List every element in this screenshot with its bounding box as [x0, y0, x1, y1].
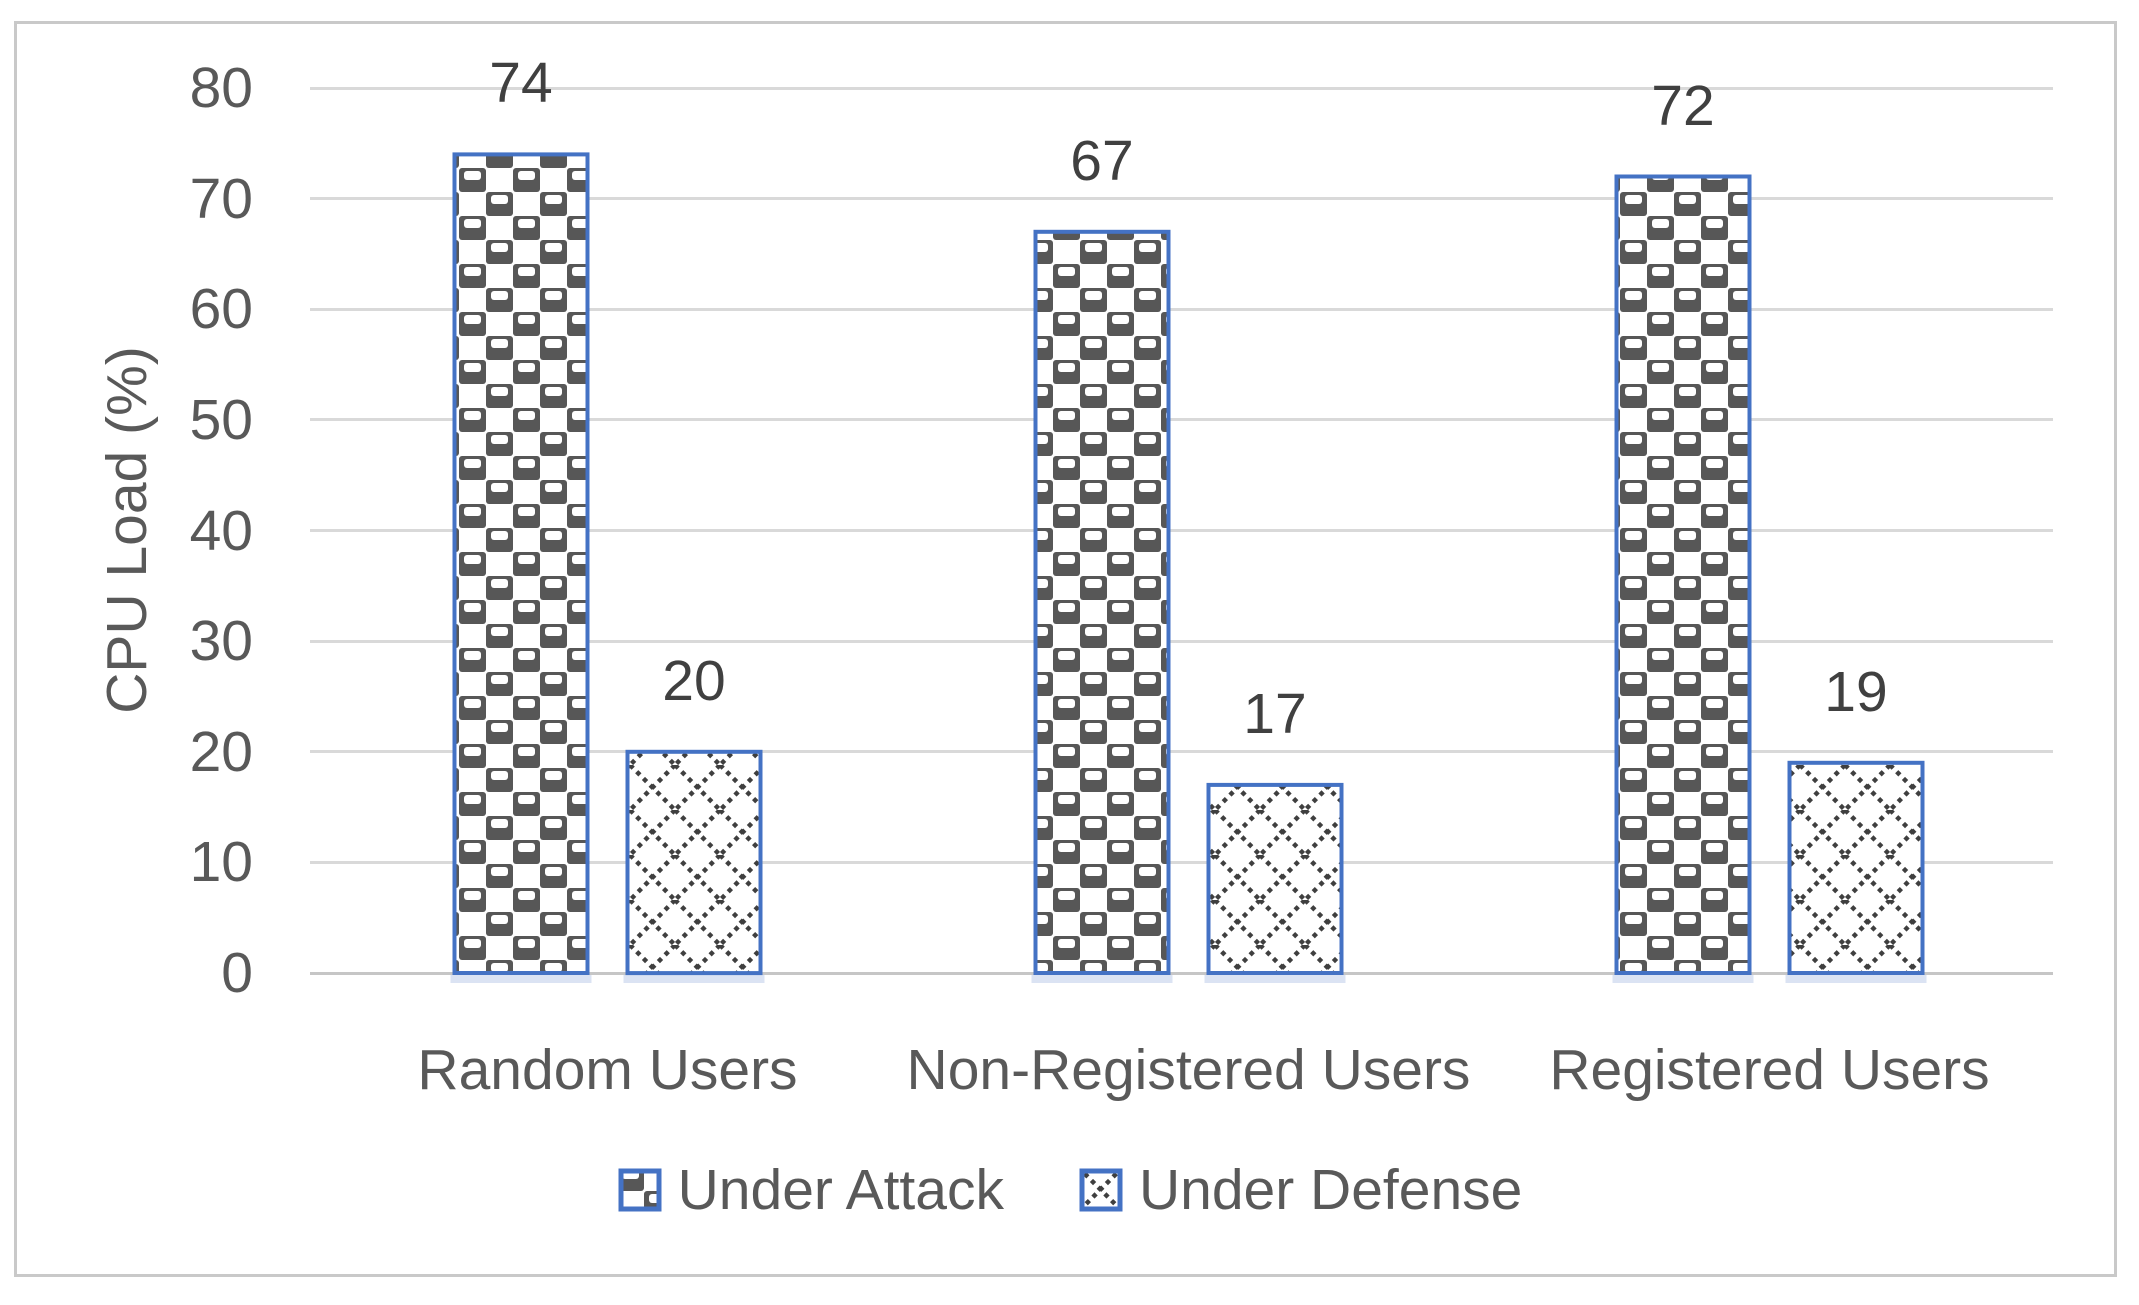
bar-shadow — [1612, 975, 1754, 983]
y-tick-label-20: 20 — [189, 719, 253, 784]
gridline-60 — [310, 307, 2053, 311]
y-tick-label-30: 30 — [189, 609, 253, 674]
legend-item-under-defense: Under Defense — [1078, 1160, 1522, 1220]
y-tick-label-80: 80 — [189, 56, 253, 120]
data-label-under-attack-non-registered-users: 67 — [1070, 128, 1134, 193]
y-tick-label-50: 50 — [189, 387, 253, 452]
category-label-random-users: Random Users — [417, 1038, 798, 1102]
legend-label-under-defense: Under Defense — [1138, 1158, 1523, 1222]
bar-under-attack-non-registered-users — [1033, 229, 1171, 976]
data-label-under-defense-non-registered-users: 17 — [1243, 681, 1307, 746]
y-tick-label-10: 10 — [189, 830, 253, 895]
legend: Under Attack Under Defense — [0, 1160, 2139, 1220]
gridline-20 — [310, 750, 2053, 754]
gridline-80 — [310, 86, 2053, 90]
data-label-under-defense-registered-users: 19 — [1824, 659, 1888, 724]
data-label-under-attack-random-users: 74 — [489, 51, 553, 116]
category-label-non-registered-users: Non-Registered Users — [906, 1038, 1471, 1102]
y-tick-label-70: 70 — [189, 166, 253, 231]
data-label-under-defense-random-users: 20 — [662, 648, 726, 713]
gridline-10 — [310, 860, 2053, 864]
bar-under-defense-random-users — [625, 749, 763, 976]
y-tick-label-0: 0 — [221, 941, 253, 1005]
bar-shadow — [623, 975, 765, 983]
legend-swatch-defense-pattern-icon — [1079, 1168, 1123, 1212]
gridline-30 — [310, 639, 2053, 643]
legend-item-under-attack: Under Attack — [617, 1160, 1004, 1220]
bar-shadow — [1031, 975, 1173, 983]
gridline-70 — [310, 197, 2053, 201]
legend-label-under-attack: Under Attack — [677, 1158, 1004, 1222]
legend-swatch-attack-pattern-icon — [618, 1168, 662, 1212]
data-label-under-attack-registered-users: 72 — [1651, 73, 1715, 138]
category-label-registered-users: Registered Users — [1549, 1038, 1990, 1102]
bar-under-attack-random-users — [452, 152, 590, 975]
bars-layer — [450, 152, 1927, 983]
bar-shadow — [450, 975, 592, 983]
bar-shadow — [1785, 975, 1927, 983]
y-tick-label-60: 60 — [189, 277, 253, 342]
bar-under-defense-non-registered-users — [1206, 782, 1344, 976]
gridline-40 — [310, 529, 2053, 532]
bar-under-attack-registered-users — [1614, 174, 1752, 975]
bar-under-defense-registered-users — [1787, 760, 1925, 975]
y-tick-label-40: 40 — [189, 498, 253, 563]
bar-shadow — [1204, 975, 1346, 983]
gridline-50 — [310, 418, 2053, 422]
gridline-0 — [310, 971, 2053, 975]
